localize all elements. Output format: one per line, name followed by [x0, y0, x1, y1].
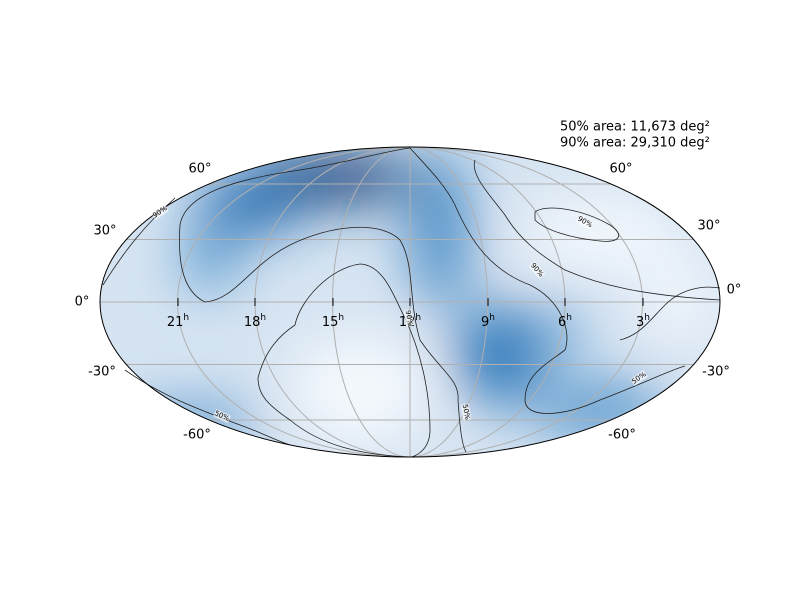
- contour-label-bg: [213, 408, 231, 424]
- ra-label: 21h: [167, 313, 189, 330]
- dec-label: -60°: [183, 428, 211, 443]
- contour-label-bg: [403, 309, 415, 327]
- contour: [473, 159, 721, 301]
- contour-label-bg: [528, 261, 546, 279]
- dec-label: -60°: [608, 428, 636, 443]
- ra-unit: h: [489, 313, 495, 323]
- dec-label: 60°: [609, 162, 632, 177]
- ra-label: 18h: [244, 313, 266, 330]
- ra-unit: h: [644, 313, 650, 323]
- ra-unit: h: [566, 313, 572, 323]
- contour: [619, 286, 721, 341]
- ra-unit: h: [415, 313, 421, 323]
- dec-label: 30°: [697, 219, 720, 234]
- area-annotation: 50% area: 11,673 deg²: [560, 120, 710, 135]
- ra-label: 15h: [322, 313, 344, 330]
- ra-label: 3h: [636, 313, 650, 330]
- ra-hour: 6: [558, 315, 566, 330]
- contour-label-bg: [151, 204, 169, 220]
- contour: [179, 147, 411, 226]
- dec-label: 0°: [75, 295, 90, 310]
- ra-label: 9h: [481, 313, 495, 330]
- contours: [102, 147, 721, 458]
- labels: 21h18h15h12h9h6h3h60°30°0°-30°-60°60°30°…: [75, 120, 742, 443]
- ra-hour: 3: [636, 315, 644, 330]
- dec-label: 30°: [93, 224, 116, 239]
- ra-unit: h: [260, 313, 266, 323]
- ra-label: 6h: [558, 313, 572, 330]
- contour: [534, 207, 620, 242]
- ra-hour: 9: [481, 315, 489, 330]
- map-border: [99, 146, 721, 458]
- dec-label: 60°: [188, 162, 211, 177]
- contour-label-bg: [576, 214, 594, 230]
- dec-label: -30°: [702, 365, 730, 380]
- contour: [124, 369, 291, 446]
- contour-label-bg: [460, 403, 472, 421]
- contour: [257, 263, 431, 458]
- ra-hour: 15: [322, 315, 339, 330]
- contour-label: 90%: [404, 310, 415, 327]
- ra-hour: 18: [244, 315, 261, 330]
- ra-hour: 21: [167, 315, 184, 330]
- dec-label: -30°: [88, 365, 116, 380]
- contour-label: 50%: [461, 404, 472, 421]
- dec-label: 0°: [727, 283, 742, 298]
- area-annotation: 90% area: 29,310 deg²: [560, 136, 710, 151]
- contour: [409, 147, 686, 414]
- contour-label-bg: [630, 370, 648, 386]
- ra-unit: h: [338, 313, 344, 323]
- contour: [179, 224, 467, 453]
- ra-unit: h: [183, 313, 189, 323]
